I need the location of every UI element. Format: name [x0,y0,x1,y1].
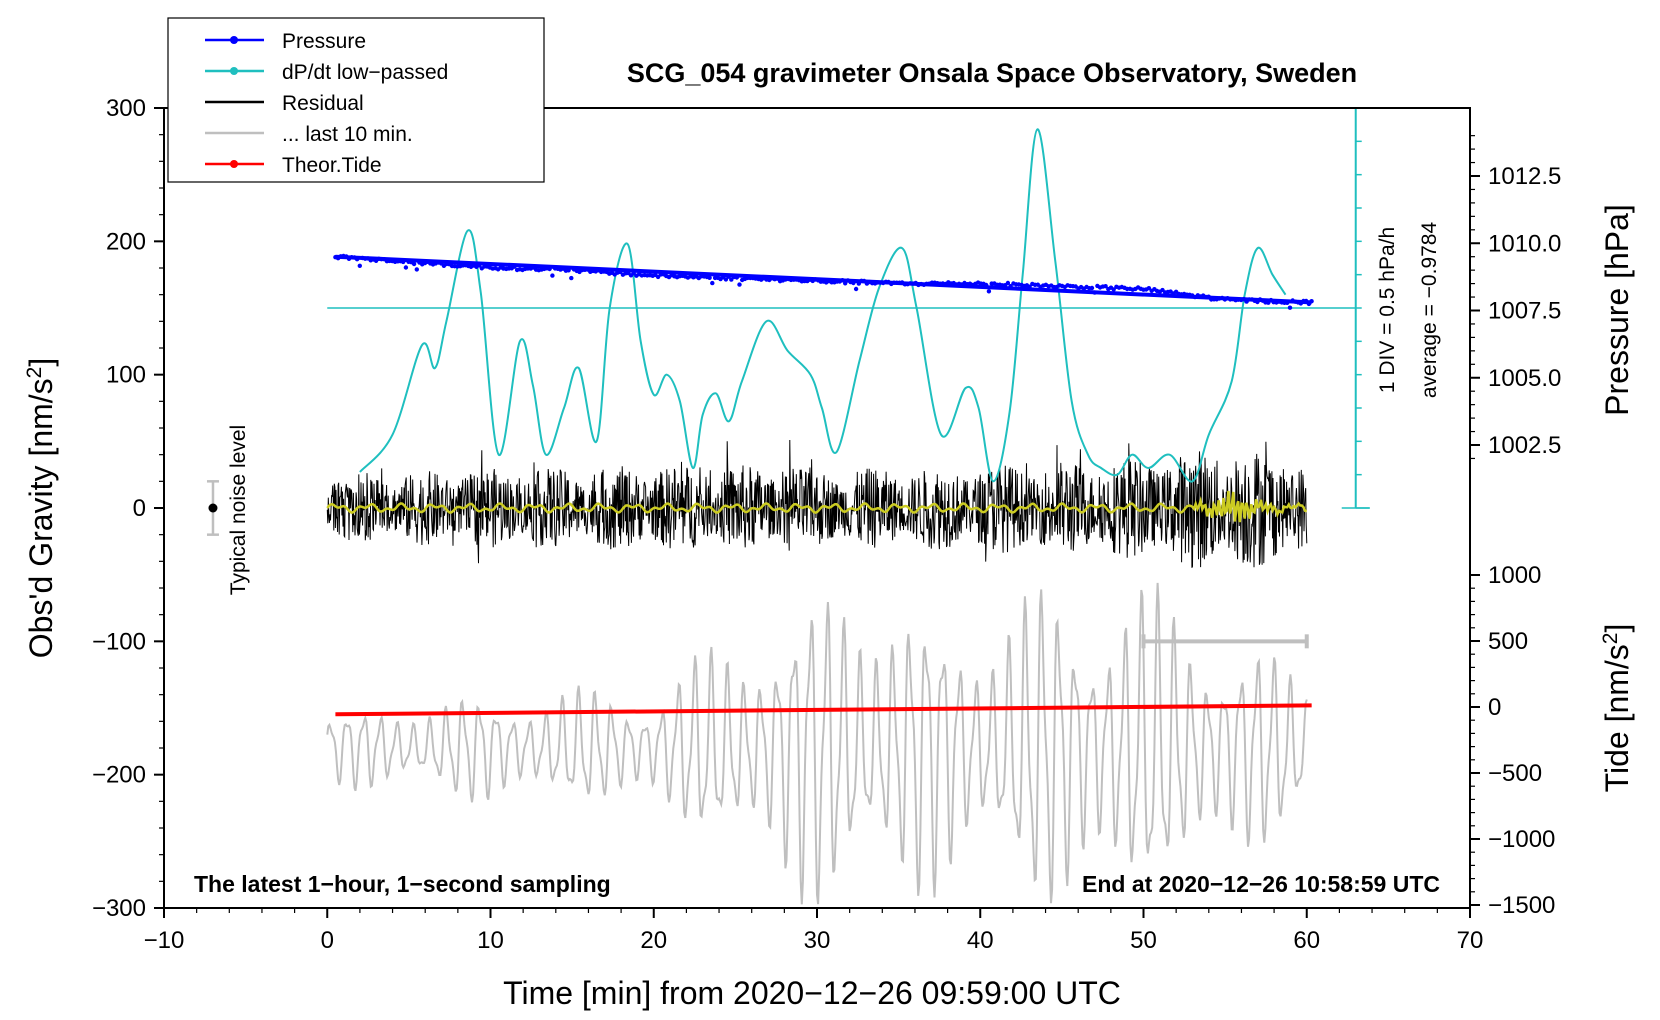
pressure-point [357,263,362,268]
pressure-point [986,289,992,294]
tide-tick-label: 500 [1488,628,1528,655]
x-tick-label: 70 [1457,927,1484,954]
pressure-point [1146,286,1152,291]
pressure-point [853,286,859,292]
legend-label: Theor.Tide [282,154,382,177]
last10-line [326,582,1308,905]
pressure-tick-label: 1012.5 [1488,163,1561,190]
legend-marker [230,36,238,44]
legend-label: dP/dt low−passed [282,61,448,84]
smoothed-residual-line [326,490,1308,523]
legend-marker [230,67,238,75]
dpdt-average-label: average = −0.9784 [1418,222,1441,399]
y-tick-label: 200 [106,228,146,255]
legend-label: Pressure [282,30,366,53]
x-tick-label: 50 [1130,927,1157,954]
pressure-point [569,275,574,281]
y-tick-label: −200 [92,762,146,789]
pressure-point [1287,305,1293,310]
tide-axis-label-main: Tide [nm/s [1599,644,1635,792]
x-tick-label: 20 [640,927,667,954]
noise-bar-center [208,503,218,513]
pressure-series [333,253,1314,310]
noise-level-label: Typical noise level [227,425,250,595]
end-time-note: End at 2020−12−26 10:58:59 UTC [1082,871,1440,897]
tide-tick-label: 0 [1488,694,1501,721]
tide-tick-label: −500 [1488,760,1542,787]
x-tick-label: 60 [1293,927,1320,954]
pressure-point [550,273,555,278]
pressure-point [414,267,419,272]
axes-layer: −10 0 10 20 30 40 50 60 703002001000−100−200−300… [92,95,1561,954]
pressure-point [411,261,417,267]
tide-tick-label: −1500 [1488,892,1555,919]
pressure-axis-label: Pressure [hPa] [1599,204,1635,416]
dpdt-scale-label: 1 DIV = 0.5 hPa/h [1376,227,1399,393]
x-axis-label: Time [min] from 2020−12−26 09:59:00 UTC [503,975,1121,1011]
y-axis-label-left-sup: 2 [23,367,46,379]
pressure-point [403,265,409,270]
x-tick-label: −10 [144,927,185,954]
y-tick-label: 0 [133,495,146,522]
pressure-point [723,277,729,282]
sampling-note: The latest 1−hour, 1−second sampling [194,871,611,897]
pressure-point [707,275,712,280]
x-tick-label: 30 [804,927,831,954]
y-axis-label-left-tail: ] [23,358,59,367]
pressure-tick-label: 1007.5 [1488,298,1561,325]
tide-axis-label: Tide [nm/s2] [1599,624,1636,793]
tide-tick-label: −1000 [1488,826,1555,853]
residual-line [326,439,1308,568]
y-axis-label-left: Obs'd Gravity [nm/s2] [23,358,60,659]
pressure-point [1089,285,1095,291]
legend-marker [230,160,238,168]
dpdt-line [359,128,1287,483]
legend-label: Residual [282,92,364,115]
legend-box [167,17,545,183]
legend: Pressure dP/dt low−passed Residual ... last… [167,17,545,183]
tide-tick-label: 1000 [1488,562,1541,589]
pressure-point [1103,284,1108,289]
pressure-point [737,282,742,287]
pressure-tick-label: 1002.5 [1488,432,1561,459]
y-axis-label-left-main: Obs'd Gravity [nm/s [23,378,59,658]
series-layer [206,107,1370,905]
x-tick-label: 0 [321,927,334,954]
y-tick-label: 100 [106,362,146,389]
tide-line [335,703,1312,717]
x-tick-label: 40 [967,927,994,954]
pressure-tick-label: 1010.0 [1488,230,1561,257]
pressure-point [710,280,715,286]
tide-axis-label-sup: 2 [1599,633,1622,645]
legend-label: ... last 10 min. [282,123,413,146]
chart-title: SCG_054 gravimeter Onsala Space Observat… [627,58,1357,88]
tide-axis-label-tail: ] [1599,624,1635,633]
y-tick-label: −100 [92,628,146,655]
pressure-trend [335,254,1312,305]
y-tick-label: 300 [106,95,146,122]
x-tick-label: 10 [477,927,504,954]
pressure-tick-label: 1005.0 [1488,365,1561,392]
y-tick-label: −300 [92,895,146,922]
pressure-point [1005,280,1011,286]
